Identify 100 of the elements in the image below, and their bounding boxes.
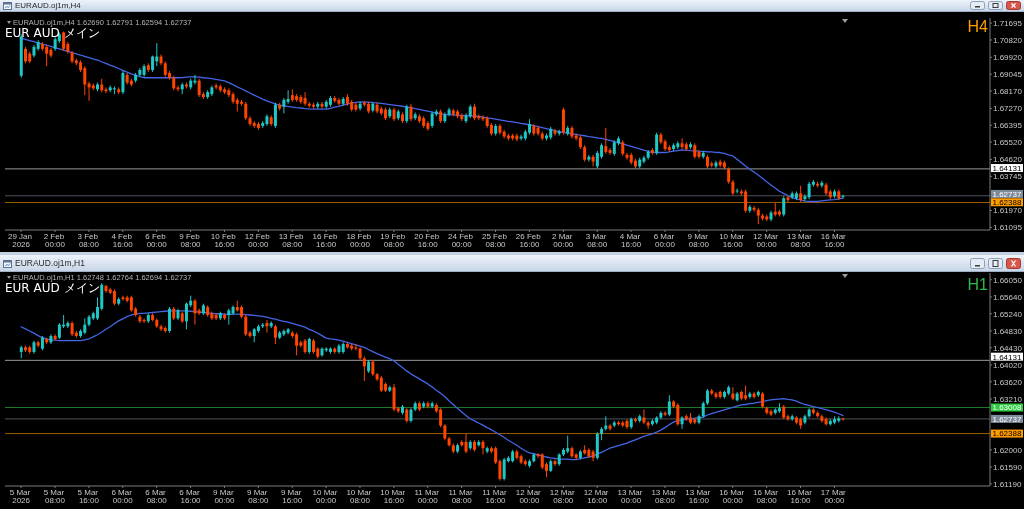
candlestick bbox=[803, 193, 807, 202]
x-tick-label: 12 Mar 00:00 bbox=[515, 487, 543, 505]
candlestick bbox=[53, 333, 57, 342]
y-tick-label: 1.66050 bbox=[993, 275, 1023, 285]
x-tick-label: 9 Mar 16:00 bbox=[280, 487, 304, 505]
x-tick-label: 9 Feb 08:00 bbox=[179, 231, 202, 249]
y-tick-label: 1.61970 bbox=[993, 206, 1023, 216]
y-tick-label: 1.63620 bbox=[993, 377, 1023, 387]
x-tick-label: 13 Mar 08:00 bbox=[786, 231, 815, 249]
candlestick bbox=[320, 101, 324, 110]
candlestick bbox=[841, 194, 845, 200]
x-tick-label: 9 Mar 08:00 bbox=[687, 231, 711, 249]
x-tick-label: 11 Mar 08:00 bbox=[448, 487, 475, 505]
candlestick bbox=[714, 391, 718, 400]
candlestick bbox=[680, 137, 684, 150]
x-tick-label: 6 Mar 00:00 bbox=[111, 487, 135, 505]
y-tick-label: 1.70820 bbox=[993, 35, 1023, 45]
x-tick-label: 11 Mar 16:00 bbox=[482, 487, 509, 505]
x-tick-label: 10 Mar 08:00 bbox=[346, 487, 374, 505]
candlestick bbox=[731, 386, 735, 401]
ref-line-label: 1.64131 bbox=[992, 163, 1022, 173]
y-tick-label: 1.61590 bbox=[993, 462, 1023, 472]
text: H1 bbox=[967, 276, 988, 293]
y-tick-label: 1.69920 bbox=[993, 53, 1023, 63]
candlestick bbox=[439, 407, 443, 428]
chart-title: EURAUD.oj1m,H4 bbox=[15, 0, 81, 11]
x-tick-label: 4 Mar 16:00 bbox=[619, 231, 643, 249]
y-tick-label: 1.62000 bbox=[993, 445, 1023, 455]
candlestick bbox=[184, 301, 188, 330]
candlestick bbox=[608, 147, 612, 156]
candlestick bbox=[642, 155, 646, 165]
x-tick-label: 18 Feb 00:00 bbox=[346, 231, 374, 249]
x-tick-label: 6 Feb 00:00 bbox=[145, 231, 169, 249]
x-tick-label: 11 Mar 00:00 bbox=[414, 487, 442, 505]
y-tick-label: 1.65520 bbox=[993, 137, 1023, 147]
candlestick bbox=[193, 298, 197, 326]
ref-line-label: 1.62388 bbox=[992, 429, 1022, 439]
x-tick-label: 19 Feb 08:00 bbox=[380, 231, 408, 249]
x-tick-label: 6 Mar 16:00 bbox=[179, 487, 202, 505]
candlestick bbox=[667, 394, 671, 417]
y-tick-label: 1.65240 bbox=[993, 309, 1023, 319]
candlestick bbox=[303, 91, 307, 107]
y-tick-label: 1.67270 bbox=[993, 104, 1023, 114]
candlestick bbox=[642, 409, 646, 425]
x-tick-label: 16 Mar 08:00 bbox=[753, 487, 781, 505]
y-tick-label: 1.64830 bbox=[993, 326, 1023, 336]
x-tick-label: 9 Mar 08:00 bbox=[246, 487, 270, 505]
x-tick-label: 5 Mar 08:00 bbox=[43, 487, 67, 505]
candlestick bbox=[786, 194, 790, 203]
candlestick bbox=[244, 101, 248, 121]
x-tick-label: 25 Feb 08:00 bbox=[481, 231, 510, 249]
candlestick bbox=[587, 154, 591, 163]
candlestick bbox=[744, 189, 748, 214]
x-tick-label: 29 Jan 2026 bbox=[7, 231, 35, 249]
candlestick bbox=[362, 356, 366, 382]
x-tick-label: 2 Feb 00:00 bbox=[43, 231, 67, 249]
candlestick bbox=[354, 343, 358, 351]
line-series bbox=[20, 37, 844, 203]
x-tick-label: 20 Feb 16:00 bbox=[414, 231, 442, 249]
candlestick bbox=[168, 306, 172, 334]
ref-line-label: 1.64131 bbox=[992, 352, 1022, 362]
y-tick-label: 1.64020 bbox=[993, 360, 1023, 370]
x-tick-label: 10 Mar 16:00 bbox=[719, 231, 747, 249]
x-tick-label: 17 Mar 00:00 bbox=[820, 487, 848, 505]
candlestick bbox=[104, 86, 108, 94]
candlestick bbox=[561, 107, 565, 136]
x-tick-label: 5 Mar 16:00 bbox=[77, 487, 101, 505]
candlestick bbox=[502, 457, 506, 482]
y-tick-label: 1.64620 bbox=[993, 155, 1023, 165]
text: H4 bbox=[967, 18, 988, 35]
candlestick bbox=[62, 30, 66, 52]
x-tick-label: 16 Mar 16:00 bbox=[786, 487, 815, 505]
y-tick-label: 1.63745 bbox=[993, 172, 1023, 182]
candlestick bbox=[193, 74, 197, 85]
x-tick-label: 9 Mar 00:00 bbox=[213, 487, 236, 505]
x-tick-label: 16 Mar 00:00 bbox=[719, 487, 747, 505]
x-tick-label: 13 Mar 08:00 bbox=[651, 487, 679, 505]
x-tick-label: 10 Mar 00:00 bbox=[312, 487, 340, 505]
y-tick-label: 1.68170 bbox=[993, 86, 1023, 96]
x-tick-label: 3 Mar 08:00 bbox=[585, 231, 609, 249]
candlestick bbox=[595, 431, 599, 461]
y-tick-label: 1.64430 bbox=[993, 343, 1023, 353]
candlestick bbox=[464, 433, 468, 454]
candlestick bbox=[625, 152, 629, 161]
candlestick bbox=[752, 391, 756, 400]
candlestick bbox=[121, 295, 125, 302]
candlestick bbox=[663, 410, 667, 417]
candlestick bbox=[214, 312, 218, 321]
x-tick-label: 10 Mar 16:00 bbox=[380, 487, 408, 505]
x-tick-label: 6 Mar 00:00 bbox=[653, 231, 677, 249]
y-tick-label: 1.65640 bbox=[993, 292, 1023, 302]
x-tick-label: 12 Feb 00:00 bbox=[244, 231, 272, 249]
candlestick bbox=[273, 102, 277, 129]
candlestick bbox=[608, 423, 612, 432]
chart-title: EURAUD.oj1m,H1 bbox=[15, 257, 85, 270]
candlestick bbox=[553, 459, 557, 467]
x-tick-label: 13 Mar 00:00 bbox=[617, 487, 645, 505]
candlestick bbox=[282, 97, 286, 114]
candlestick bbox=[282, 328, 286, 337]
x-tick-label: 16 Feb 16:00 bbox=[312, 231, 340, 249]
